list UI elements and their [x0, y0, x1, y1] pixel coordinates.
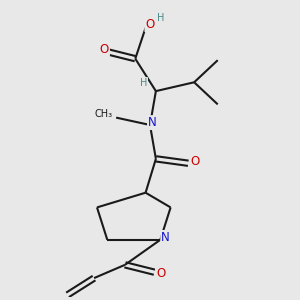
Text: H: H [140, 78, 147, 88]
Text: N: N [161, 231, 170, 244]
Text: CH₃: CH₃ [95, 109, 113, 119]
Text: O: O [156, 267, 166, 280]
Text: N: N [148, 116, 157, 129]
Text: O: O [146, 18, 154, 32]
Text: O: O [100, 44, 109, 56]
Text: O: O [190, 155, 200, 168]
Text: H: H [157, 14, 165, 23]
